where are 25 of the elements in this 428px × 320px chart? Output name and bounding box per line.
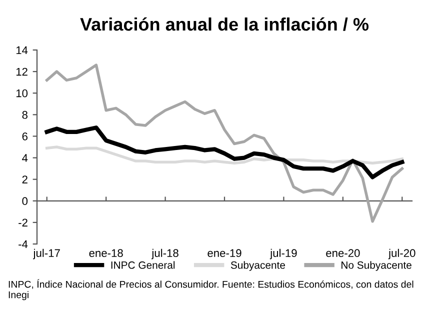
y-tick-label: 2 [22, 176, 28, 184]
x-tick-label: jul-18 [151, 248, 178, 260]
chart-title: Variación anual de la inflación / % [80, 17, 369, 31]
y-tick-label: 8 [22, 110, 28, 119]
legend-label: Subyacente [230, 261, 285, 271]
x-tick-label: ene-19 [208, 249, 242, 258]
y-tick-label: 6 [22, 132, 28, 140]
y-tick-label: -4 [18, 240, 28, 248]
y-tick-label: 14 [16, 46, 28, 54]
y-tick-label: 0 [22, 197, 28, 206]
text: INPC, Índice Nacional de Precios al Consumidor. Fuente: Estudios Económicos, con datos del Inegi [8, 279, 414, 300]
line-series [44, 126, 404, 180]
x-tick-label: jul-20 [388, 248, 416, 260]
y-tick-label: 4 [22, 154, 28, 162]
legend-label: No Subyacente [342, 261, 412, 271]
y-tick-label: 12 [16, 68, 28, 76]
x-tick-label: jul-17 [33, 248, 60, 260]
line-series [45, 146, 404, 165]
legend-label: INPC General [111, 261, 175, 269]
x-tick-label: ene-20 [326, 249, 360, 258]
line-series [45, 64, 404, 223]
y-tick-label: -2 [18, 218, 28, 226]
x-tick-label: ene-18 [89, 249, 123, 258]
y-tick-label: 10 [16, 89, 28, 98]
x-tick-label: jul-19 [270, 248, 297, 260]
